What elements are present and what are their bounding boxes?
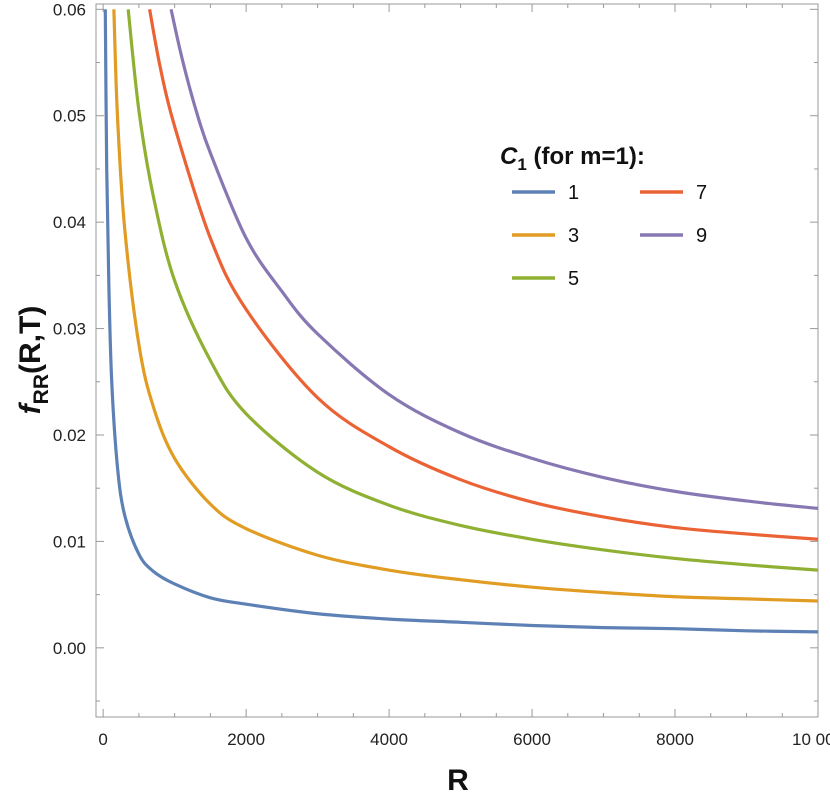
- plot-frame: [95, 3, 819, 718]
- y-tick-label: 0.03: [53, 320, 86, 339]
- legend-title-sub: 1: [517, 155, 526, 174]
- legend-label: 5: [568, 268, 579, 290]
- legend-entries: 1 3 5 7 9: [512, 182, 707, 290]
- x-tick-label: 10 000: [792, 730, 830, 749]
- legend-title: C1 (for m=1):: [500, 143, 645, 174]
- y-tick-label: 0.02: [53, 426, 86, 445]
- axis-tick-labels: 0 2000 4000 6000 8000 10 000 0.00 0.01 0.02 0.03 0…: [53, 0, 830, 749]
- series-line-c1-9: [169, 8, 818, 511]
- legend-title-tail: (for m=1):: [527, 143, 645, 170]
- y-tick-label: 0.04: [53, 213, 86, 232]
- series-line-c1-7: [148, 9, 818, 541]
- axis-ticks: [96, 4, 819, 717]
- x-tick-label: 8000: [656, 730, 694, 749]
- x-tick-label: 0: [98, 730, 107, 749]
- series-line-c1-3: [112, 9, 818, 603]
- y-axis-title-tail: (R,T): [14, 306, 47, 374]
- y-tick-label: 0.00: [53, 639, 86, 658]
- y-axis-title-main: f: [14, 401, 47, 414]
- y-tick-label: 0.01: [53, 532, 86, 551]
- legend-label: 7: [696, 182, 707, 204]
- x-tick-label: 2000: [227, 730, 265, 749]
- legend-label: 3: [568, 225, 579, 247]
- legend-label: 9: [696, 225, 707, 247]
- legend-entry-3: 3: [512, 225, 579, 247]
- y-tick-label: 0.06: [53, 0, 86, 19]
- x-axis-title: R: [447, 764, 469, 795]
- y-tick-label: 0.05: [53, 107, 86, 126]
- x-tick-label: 6000: [513, 730, 551, 749]
- series-line-c1-1: [103, 9, 818, 634]
- legend-entry-1: 1: [512, 182, 579, 204]
- y-axis-title: fRR(R,T): [14, 306, 53, 415]
- legend-title-main: C: [500, 143, 518, 170]
- legend-entry-9: 9: [640, 225, 707, 247]
- series-line-c1-5: [126, 9, 818, 572]
- legend-entry-5: 5: [512, 268, 579, 290]
- x-tick-label: 4000: [370, 730, 408, 749]
- legend-entry-7: 7: [640, 182, 707, 204]
- legend-label: 1: [568, 182, 579, 204]
- series-curves: [103, 8, 818, 634]
- y-axis-title-sub: RR: [30, 374, 53, 404]
